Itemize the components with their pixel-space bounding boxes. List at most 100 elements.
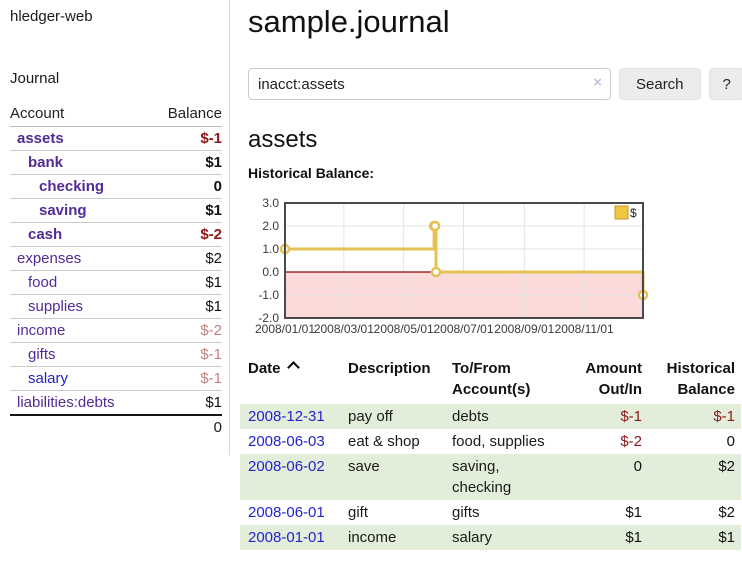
sidebar-account-link[interactable]: assets [17,130,64,147]
account-balance: $-1 [149,342,222,367]
account-row: checking 0 [10,174,222,199]
app-title-link[interactable]: hledger-web [10,8,93,25]
register-header-amount: Amount Out/In [585,360,642,398]
sidebar: hledger-web Journal Account Balance asse… [0,0,230,455]
svg-text:2008/03/01: 2008/03/01 [314,322,374,336]
account-row: liabilities:debts $1 [10,390,222,415]
account-heading: assets [248,126,318,153]
accounts-total-row: 0 [10,414,222,439]
register-row: 2008-06-03 eat & shop food, supplies $-2 0 [240,429,741,454]
register-balance: $-1 [713,408,735,425]
register-header-date-label: Date [248,360,281,377]
account-balance: $2 [149,246,222,271]
register-table: Date Description To/From Account(s) Amou… [240,356,741,550]
register-header-description: Description [348,360,431,377]
register-header-row: Date Description To/From Account(s) Amou… [240,356,741,404]
account-row: assets $-1 [10,126,222,151]
svg-text:2008/11/01: 2008/11/01 [555,322,614,336]
svg-text:2008/05/01: 2008/05/01 [374,322,434,336]
register-date-link[interactable]: 2008-06-03 [248,433,325,450]
sidebar-account-link[interactable]: salary [28,370,69,387]
register-description: save [348,458,380,475]
sidebar-account-link[interactable]: checking [39,178,105,195]
account-balance: 0 [149,174,222,199]
search-button[interactable]: Search [619,68,701,100]
account-row: gifts $-1 [10,342,222,367]
help-button[interactable]: ? [708,68,742,100]
svg-text:2008/09/01: 2008/09/01 [494,322,554,336]
sidebar-account-link[interactable]: income [17,322,66,339]
register-row: 2008-12-31 pay off debts $-1 $-1 [240,404,741,429]
register-date-link[interactable]: 2008-01-01 [248,529,325,546]
legend-swatch [614,205,629,220]
account-row: supplies $1 [10,294,222,319]
svg-text:2.0: 2.0 [262,219,279,233]
register-balance: $1 [718,529,735,546]
account-row: saving $1 [10,198,222,223]
svg-text:2008/07/01: 2008/07/01 [433,322,493,336]
sidebar-account-link[interactable]: expenses [17,250,82,267]
page: hledger-web Journal Account Balance asse… [0,0,742,550]
search-box: × [248,68,611,100]
page-title: sample.journal [248,4,450,39]
account-row: cash $-2 [10,222,222,247]
register-amount: 0 [633,458,642,475]
register-balance: $2 [718,504,735,521]
svg-text:-2.0: -2.0 [258,311,279,325]
register-balance: $2 [718,458,735,475]
account-balance: $1 [149,198,222,223]
register-accounts: saving, checking [452,458,512,496]
svg-text:1.0: 1.0 [262,242,279,256]
sidebar-account-link[interactable]: supplies [28,298,84,315]
register-accounts: gifts [452,504,480,521]
sidebar-account-link[interactable]: saving [39,202,87,219]
data-point-marker [430,266,442,278]
register-date-link[interactable]: 2008-06-02 [248,458,325,475]
register-description: pay off [348,408,393,425]
sidebar-account-link[interactable]: cash [28,226,63,243]
sidebar-account-link[interactable]: liabilities:debts [17,394,115,411]
account-balance: $1 [149,270,222,295]
account-row: bank $1 [10,150,222,175]
register-header-balance: Historical Balance [666,360,735,398]
main-content: sample.journal × Search ? assets Histori… [230,0,742,550]
accounts-total-value: 0 [149,414,222,439]
sidebar-item-journal[interactable]: Journal [10,70,60,87]
register-accounts: food, supplies [452,433,545,450]
clear-search-icon[interactable]: × [593,74,602,91]
register-description: gift [348,504,369,521]
account-row: food $1 [10,270,222,295]
register-header-account: To/From Account(s) [452,360,531,398]
register-row: 2008-01-01 income salary $1 $1 [240,525,741,550]
account-row: salary $-1 [10,366,222,391]
accounts-total-spacer [10,414,150,439]
legend-label: $ [630,206,637,220]
account-balance: $-1 [149,366,222,391]
chevron-up-icon [286,361,300,374]
register-amount: $1 [625,529,642,546]
account-balance: $-2 [149,318,222,343]
svg-text:0.0: 0.0 [262,265,279,279]
account-row: expenses $2 [10,246,222,271]
search-input[interactable] [248,68,611,100]
accounts-header-balance: Balance [149,101,222,127]
account-balance: $-2 [149,222,222,247]
register-amount: $-1 [620,408,642,425]
register-description: eat & shop [348,433,420,450]
register-date-link[interactable]: 2008-12-31 [248,408,325,425]
account-balance: $-1 [149,126,222,151]
svg-text:3.0: 3.0 [262,198,279,210]
accounts-table: Account Balance assets $-1 bank $1 checking 0… [10,101,222,439]
register-accounts: salary [452,529,493,546]
register-balance: 0 [726,433,735,450]
sidebar-account-link[interactable]: food [28,274,58,291]
register-date-link[interactable]: 2008-06-01 [248,504,325,521]
account-row: income $-2 [10,318,222,343]
register-header-date[interactable]: Date [240,356,340,404]
search-row: × Search ? [248,68,742,100]
sidebar-account-link[interactable]: bank [28,154,64,171]
register-accounts: debts [452,408,489,425]
data-point-marker [429,220,441,232]
register-description: income [348,529,397,546]
sidebar-account-link[interactable]: gifts [28,346,56,363]
